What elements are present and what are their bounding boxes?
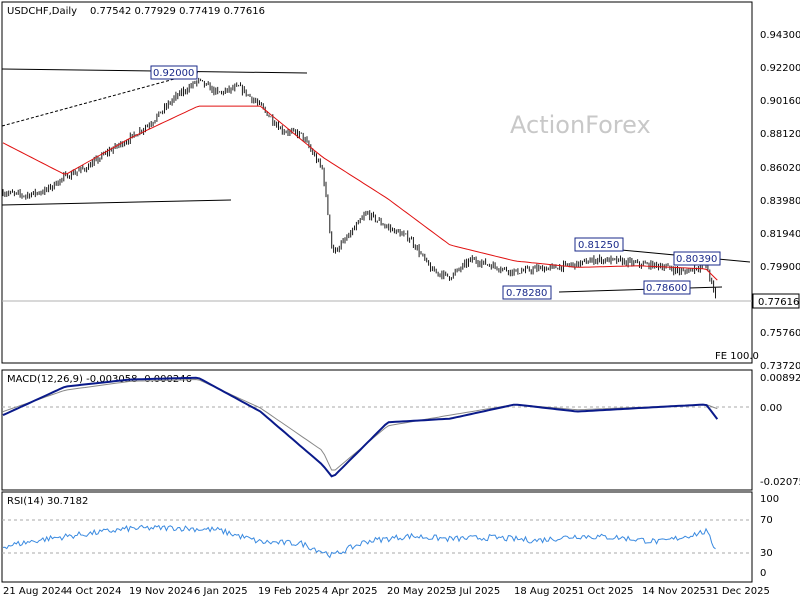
chart-symbol: USDCHF,Daily <box>7 6 77 17</box>
trendlines <box>1 68 751 293</box>
price-tick: 0.79900 <box>760 262 800 273</box>
rsi-tick: 70 <box>760 515 773 526</box>
date-tick: 19 Feb 2025 <box>258 586 320 597</box>
annotation-label: 0.81250 <box>578 240 619 251</box>
annotation-box <box>643 280 691 295</box>
price-tag-box <box>752 293 800 309</box>
price-tick: 0.90160 <box>760 96 800 107</box>
price-panel-frame <box>1 1 753 364</box>
date-tick: 3 Jul 2025 <box>450 586 500 597</box>
macd-tick: -0.020759 <box>760 477 800 488</box>
date-tick: 21 Aug 2024 <box>3 586 67 597</box>
price-tick: 0.75760 <box>760 328 800 339</box>
fe-label: FE 100.0 <box>715 351 759 362</box>
macd-axis: 0.008923 0.00 -0.020759 <box>2 373 800 488</box>
rsi-tick: 100 <box>760 494 779 505</box>
rsi-line <box>2 524 716 559</box>
date-tick: 1 Oct 2025 <box>578 586 633 597</box>
price-tick: 0.94300 <box>760 30 800 41</box>
rsi-title: RSI(14) 30.7182 <box>7 496 88 507</box>
date-tick: 19 Nov 2024 <box>129 586 193 597</box>
current-price-tag: 0.77616 <box>2 293 800 309</box>
macd-title: MACD(12,26,9) -0.003058 -0.000246 <box>7 374 192 385</box>
price-tick: 0.73720 <box>760 361 800 372</box>
trendline <box>558 286 723 293</box>
date-tick: 18 Aug 2025 <box>514 586 578 597</box>
price-tick: 0.83980 <box>760 196 800 207</box>
price-tick: 0.92200 <box>760 63 800 74</box>
chart-ohlc: 0.77542 0.77929 0.77419 0.77616 <box>90 6 265 17</box>
date-axis: 21 Aug 2024 4 Oct 2024 19 Nov 2024 6 Jan… <box>3 586 770 597</box>
rsi-tick: 0 <box>760 568 766 579</box>
macd-panel-frame <box>1 369 753 491</box>
watermark: ActionForex <box>510 111 651 139</box>
date-tick: 6 Jan 2025 <box>194 586 248 597</box>
date-tick: 20 May 2025 <box>387 586 452 597</box>
macd-tick: 0.00 <box>760 403 782 414</box>
date-tick: 4 Oct 2024 <box>66 586 121 597</box>
annotation-label: 0.78280 <box>506 288 547 299</box>
annotation-label: 0.78600 <box>646 283 687 294</box>
date-tick: 4 Apr 2025 <box>322 586 377 597</box>
moving-average-line <box>2 105 718 281</box>
price-tag-text: 0.77616 <box>758 297 799 308</box>
price-axis: 0.94300 0.92200 0.90160 0.88120 0.86020 … <box>760 30 800 372</box>
price-tick: 0.86020 <box>760 163 800 174</box>
macd-tick: 0.008923 <box>760 373 800 384</box>
rsi-axis: 100 70 30 0 <box>2 494 779 579</box>
macd-main-line <box>2 376 719 478</box>
annotation-boxes: 0.92000 0.78280 0.81250 0.80390 0.78600 <box>150 65 721 300</box>
trendline <box>1 71 201 127</box>
date-tick: 14 Nov 2025 <box>642 586 706 597</box>
trendline <box>1 199 232 206</box>
annotation-box <box>574 237 624 252</box>
rsi-panel-frame <box>1 491 753 583</box>
rsi-tick: 30 <box>760 548 773 559</box>
price-tick: 0.88120 <box>760 129 800 140</box>
annotation-box <box>150 65 198 80</box>
annotation-label: 0.80390 <box>676 254 717 265</box>
price-candles <box>2 77 716 299</box>
date-tick: 31 Dec 2025 <box>706 586 770 597</box>
price-tick: 0.81940 <box>760 229 800 240</box>
annotation-label: 0.92000 <box>153 68 194 79</box>
annotation-box <box>673 251 721 266</box>
annotation-box <box>502 285 552 300</box>
